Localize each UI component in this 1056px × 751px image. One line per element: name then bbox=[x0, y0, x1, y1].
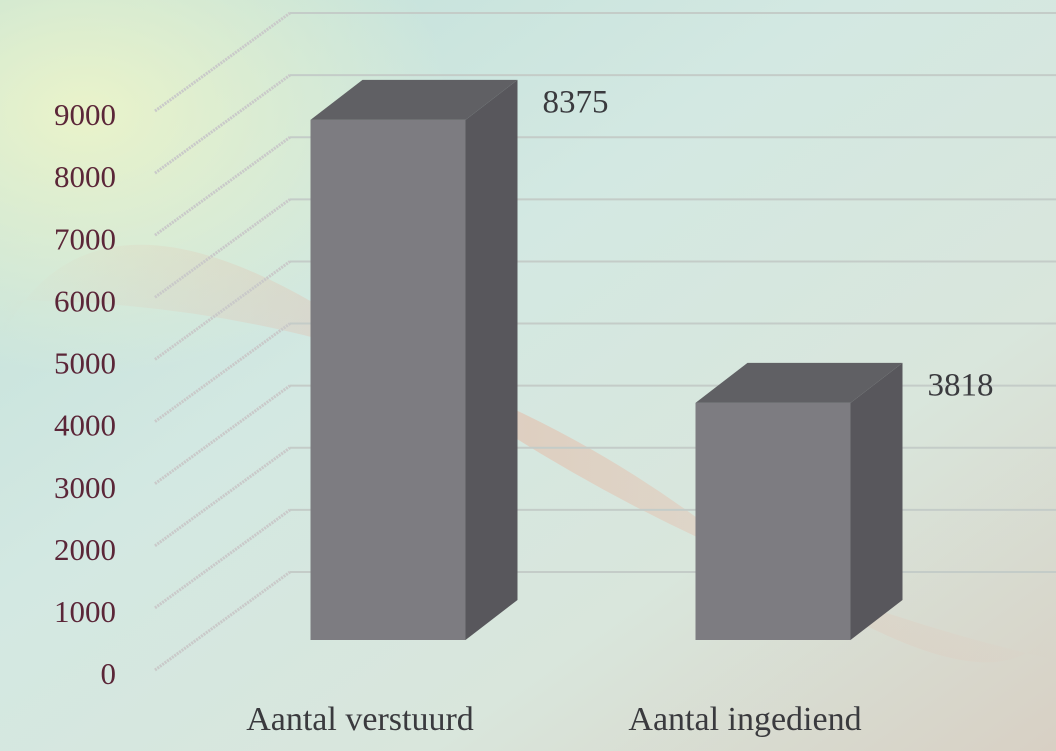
value-label: 3818 bbox=[928, 367, 994, 403]
y-tick-label: 0 bbox=[101, 656, 117, 691]
floor-grid-line bbox=[154, 384, 291, 485]
y-tick-label: 7000 bbox=[54, 221, 116, 256]
floor-grid-line bbox=[154, 446, 291, 547]
floor-grid-line bbox=[154, 260, 291, 361]
bar bbox=[695, 402, 851, 640]
bar bbox=[310, 119, 466, 640]
bar-side bbox=[850, 362, 903, 640]
background-streak bbox=[0, 244, 1056, 663]
floor-grid-line bbox=[154, 198, 291, 299]
floor-grid-line bbox=[154, 136, 291, 237]
floor-grid-line bbox=[154, 11, 291, 113]
y-tick-label: 2000 bbox=[54, 532, 116, 567]
floor-grid-line bbox=[154, 322, 291, 423]
y-tick-label: 4000 bbox=[54, 408, 116, 443]
floor-grid-line bbox=[154, 570, 291, 672]
x-tick-label: Aantal verstuurd bbox=[246, 701, 474, 738]
bar-top bbox=[695, 362, 903, 403]
y-tick-label: 3000 bbox=[54, 470, 116, 505]
bar-side bbox=[465, 79, 518, 640]
floor-grid-line bbox=[154, 508, 291, 610]
bars: Aantal verstuurd 8375 Aantal ingediend 3818 bbox=[246, 79, 994, 738]
y-tick-label: 8000 bbox=[54, 159, 116, 194]
floor-grid-line bbox=[154, 73, 291, 175]
y-tick-label: 6000 bbox=[54, 283, 116, 318]
y-tick-label: 9000 bbox=[54, 97, 116, 132]
value-label: 8375 bbox=[543, 84, 609, 120]
y-tick-label: 5000 bbox=[54, 346, 116, 381]
y-tick-label: 1000 bbox=[54, 594, 116, 629]
x-tick-label: Aantal ingediend bbox=[628, 701, 861, 738]
bar-top bbox=[310, 79, 518, 120]
